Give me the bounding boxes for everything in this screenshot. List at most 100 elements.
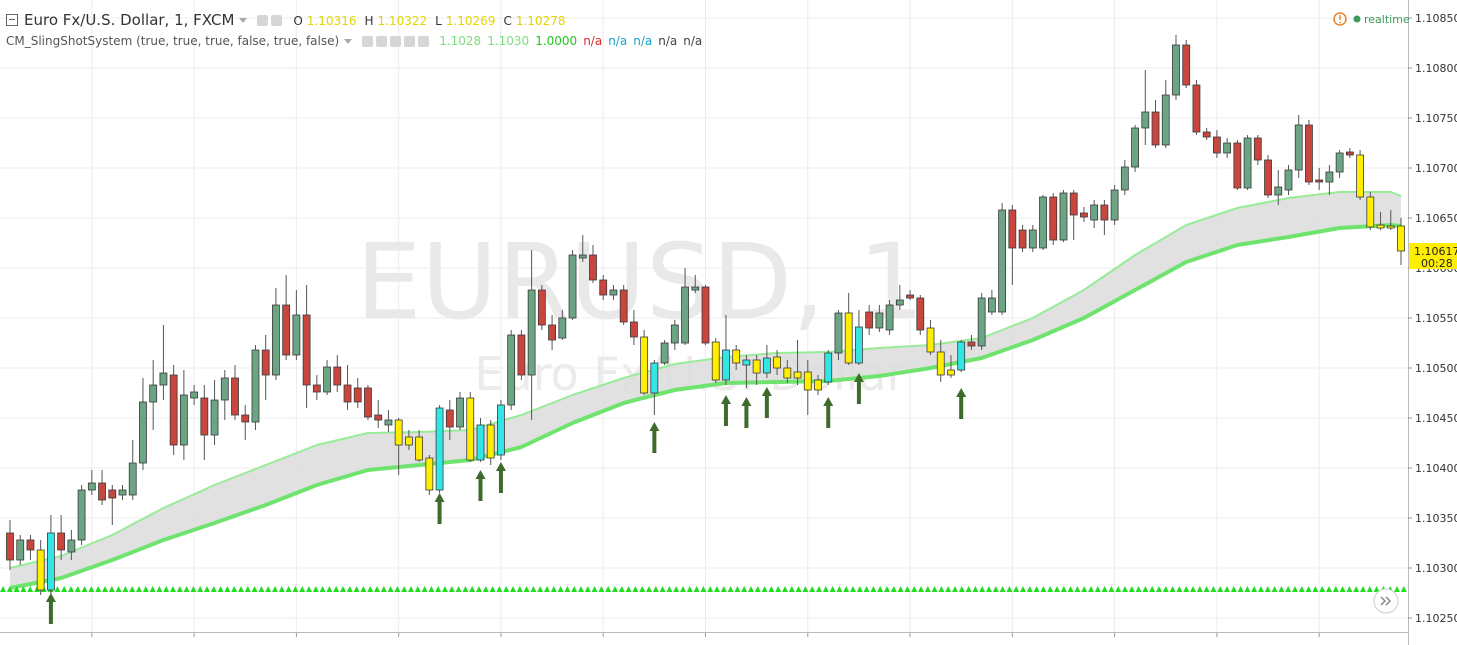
candle-body <box>936 351 945 376</box>
indicator-icon[interactable] <box>362 35 374 47</box>
stop-marker <box>1258 586 1264 592</box>
candle-body <box>773 356 781 369</box>
candle-body <box>282 304 291 356</box>
candle-body <box>343 384 352 403</box>
candle-body <box>425 457 434 491</box>
candle-body <box>220 377 229 401</box>
indicator-icon[interactable] <box>390 35 402 47</box>
candle-body <box>1018 229 1027 249</box>
candle-body <box>609 289 618 296</box>
indicator-icon[interactable] <box>418 35 430 47</box>
stop-marker <box>251 586 258 592</box>
stop-marker <box>299 586 306 592</box>
ohlc-legend: O 1.10316 H 1.10322 L 1.10269 C 1.10278 <box>285 11 565 29</box>
stop-marker <box>972 586 979 592</box>
stop-marker <box>652 586 659 592</box>
collapse-button[interactable] <box>6 14 18 26</box>
indicator-icon[interactable] <box>376 35 388 47</box>
y-tick-label: 1.10550 <box>1415 312 1457 325</box>
stop-marker <box>863 586 870 592</box>
stop-marker <box>1020 586 1026 592</box>
ohlc-label: H <box>364 14 374 28</box>
candle-body <box>26 539 35 551</box>
stop-marker <box>1142 586 1149 592</box>
stop-marker <box>13 586 20 592</box>
scroll-button[interactable] <box>1373 588 1399 614</box>
candle-body <box>353 387 362 403</box>
candle-body <box>967 341 976 347</box>
stop-marker <box>333 586 340 592</box>
stop-marker <box>829 586 836 592</box>
stop-marker <box>122 586 129 592</box>
stop-marker <box>476 586 482 592</box>
candle-body <box>466 397 475 461</box>
candle-body <box>752 359 761 374</box>
menu-caret[interactable] <box>239 17 248 23</box>
candle-body <box>67 539 76 553</box>
price-axis-bg <box>1408 0 1457 645</box>
stop-marker <box>1074 586 1081 592</box>
candle-body <box>1182 44 1191 86</box>
stop-marker <box>408 586 414 592</box>
ohlc-value: 1.10269 <box>445 14 496 28</box>
stop-marker <box>346 586 353 592</box>
stop-marker <box>380 586 387 592</box>
candle-body <box>476 424 485 461</box>
stop-marker <box>224 586 231 592</box>
candle-body <box>1141 111 1150 129</box>
stop-marker <box>727 586 734 592</box>
stop-marker <box>822 586 829 592</box>
candle-body <box>814 379 822 391</box>
signal-arrow <box>741 397 752 428</box>
settings-icon[interactable] <box>257 14 269 26</box>
indicator-icon[interactable] <box>404 35 416 47</box>
stop-marker <box>816 586 822 592</box>
stop-marker <box>734 586 741 592</box>
stop-marker <box>884 586 890 592</box>
stop-marker <box>442 586 448 592</box>
signal-arrow <box>434 493 445 524</box>
stop-marker <box>632 586 639 592</box>
stop-marker <box>176 586 183 592</box>
candle-body <box>1274 186 1283 196</box>
stop-marker <box>999 586 1006 592</box>
stop-marker <box>720 586 727 592</box>
candle-body <box>1264 159 1272 196</box>
stop-marker <box>782 586 788 592</box>
stop-marker <box>231 586 238 592</box>
menu-caret[interactable] <box>344 38 353 44</box>
stop-marker <box>754 586 761 592</box>
stop-marker <box>1271 586 1278 592</box>
stop-marker <box>469 586 476 592</box>
candle-body <box>404 436 413 446</box>
stop-marker <box>95 586 102 592</box>
stop-marker <box>1251 586 1258 592</box>
stop-marker <box>850 586 856 592</box>
candle-body <box>834 312 843 354</box>
stop-marker <box>938 586 945 592</box>
stop-marker <box>877 586 884 592</box>
candle-body <box>1100 204 1109 221</box>
stop-marker <box>625 586 632 592</box>
candle-body <box>159 372 168 386</box>
signal-arrow <box>475 470 486 501</box>
stop-marker <box>1366 586 1373 592</box>
status-dot <box>1353 15 1361 23</box>
stop-marker <box>1332 586 1339 592</box>
settings-icon[interactable] <box>271 14 283 26</box>
symbol-header: Euro Fx/U.S. Dollar, 1, FXCM O 1.10316 H 1.… <box>6 10 565 30</box>
stop-marker <box>1237 586 1244 592</box>
candle-body <box>1039 196 1047 249</box>
candle-body <box>1397 225 1405 252</box>
stop-marker <box>550 586 557 592</box>
stop-marker <box>1339 586 1346 592</box>
candle-body <box>1059 192 1068 241</box>
indicator-value: n/a <box>608 34 628 48</box>
stop-marker <box>680 586 686 592</box>
stop-marker <box>584 586 591 592</box>
candle-body <box>1131 127 1139 168</box>
stop-marker <box>1305 586 1312 592</box>
stop-marker <box>149 586 156 592</box>
status-label: realtime <box>1364 13 1410 26</box>
stop-marker <box>312 586 319 592</box>
